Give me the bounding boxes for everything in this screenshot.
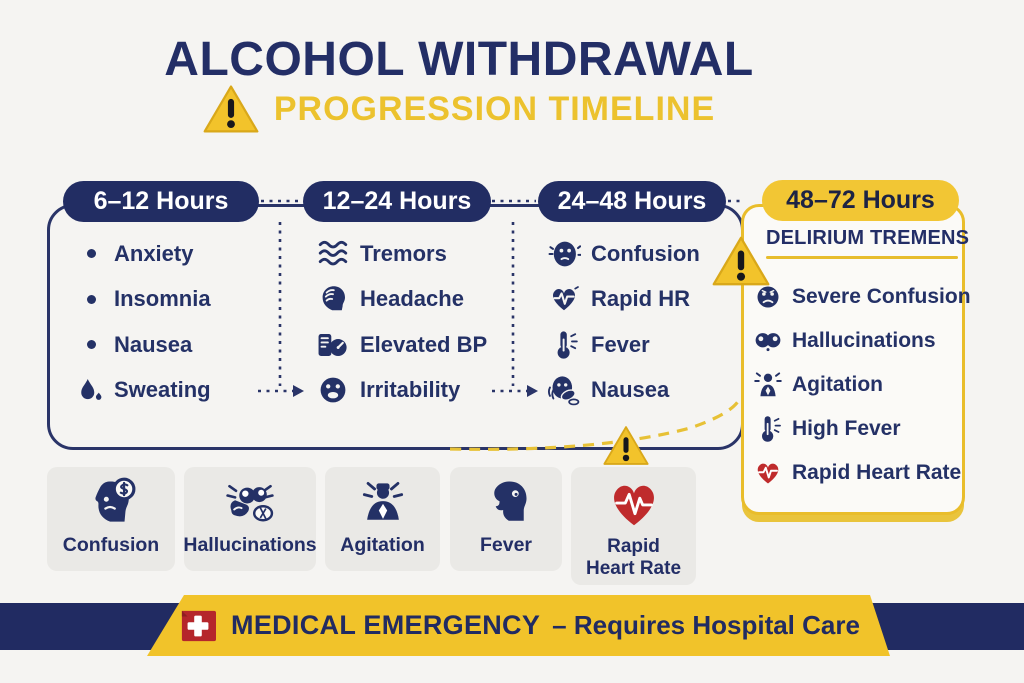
symptom-item: Fever bbox=[545, 322, 700, 368]
warning-triangle-icon bbox=[712, 236, 770, 286]
stage-items-12-24-hours: Tremors Headache El bbox=[314, 231, 487, 413]
symptom-label: Rapid Heart Rate bbox=[792, 461, 962, 484]
symptom-label: Sweating bbox=[114, 377, 211, 403]
delirium-tremens-underline bbox=[766, 256, 958, 259]
stage-items-6-12-hours: Anxiety Insomnia Nausea Sweating bbox=[76, 231, 211, 413]
stage-pill-6-12-hours: 6–12 Hours bbox=[63, 181, 259, 222]
symptom-card-agitation: Agitation bbox=[325, 467, 440, 571]
card-label: Agitation bbox=[340, 534, 425, 556]
agitation-person-icon bbox=[751, 369, 785, 401]
confusion-head-coin-icon bbox=[95, 477, 136, 522]
symptom-item: Insomnia bbox=[76, 277, 211, 323]
rapid-heart-rate-icon bbox=[751, 458, 785, 488]
card-label: Hallucinations bbox=[183, 534, 317, 556]
symptom-label: High Fever bbox=[792, 417, 901, 440]
card-label: Confusion bbox=[62, 534, 160, 556]
hallucination-eyes-hands-icon bbox=[226, 484, 274, 522]
heart-pulse-icon bbox=[545, 283, 583, 315]
symptom-item: Rapid HR bbox=[545, 277, 700, 323]
stage-pill-24-48-hours: 24–48 Hours bbox=[538, 181, 726, 222]
stage-pill-12-24-hours: 12–24 Hours bbox=[303, 181, 491, 222]
irritability-face-icon bbox=[314, 374, 352, 406]
symptom-item: Nausea bbox=[76, 322, 211, 368]
symptom-item: Tremors bbox=[314, 231, 487, 277]
symptom-card-hallucinations: Hallucinations bbox=[183, 467, 317, 571]
banner-title: MEDICAL EMERGENCY bbox=[231, 610, 541, 640]
symptom-label: Tremors bbox=[360, 240, 447, 266]
symptom-item: Irritability bbox=[314, 368, 487, 414]
hallucination-eyes-icon bbox=[751, 326, 785, 356]
stage-pill-48-72-hours: 48–72 Hours bbox=[762, 180, 959, 221]
fever-head-icon bbox=[494, 481, 527, 521]
symptom-label: Anxiety bbox=[114, 240, 194, 266]
high-fever-thermometer-icon bbox=[751, 414, 785, 444]
agitation-person-icon bbox=[362, 482, 403, 520]
symptom-card-rapid-heart-rate: Rapid Heart Rate bbox=[571, 467, 696, 585]
delirium-tremens-title: DELIRIUM TREMENS bbox=[766, 227, 970, 249]
blood-pressure-monitor-icon bbox=[314, 328, 352, 362]
severe-confusion-face-icon bbox=[751, 282, 785, 312]
symptom-item: Anxiety bbox=[76, 231, 211, 277]
sweat-droplet-icon bbox=[76, 375, 106, 405]
headache-head-icon bbox=[314, 283, 352, 315]
symptom-label: Nausea bbox=[591, 377, 670, 403]
symptom-item: Severe Confusion bbox=[751, 275, 971, 319]
symptom-label: Fever bbox=[591, 331, 650, 357]
page-subtitle: PROGRESSION TIMELINE bbox=[273, 89, 716, 128]
rapid-heart-rate-icon bbox=[613, 485, 654, 526]
medical-cross-icon bbox=[181, 610, 217, 641]
symptom-card-confusion: Confusion bbox=[47, 467, 175, 571]
confusion-head-icon bbox=[545, 237, 583, 271]
symptom-label: Agitation bbox=[792, 373, 883, 396]
symptom-card-fever: Fever bbox=[450, 467, 562, 571]
fever-thermometer-icon bbox=[545, 329, 583, 361]
symptom-item: Headache bbox=[314, 277, 487, 323]
symptom-label: Nausea bbox=[114, 331, 193, 357]
symptom-label: Rapid HR bbox=[591, 286, 690, 312]
symptom-item: Rapid Heart Rate bbox=[751, 451, 971, 495]
symptom-label: Hallucinations bbox=[792, 329, 936, 352]
subtitle-row: PROGRESSION TIMELINE bbox=[0, 84, 918, 134]
symptom-label: Insomnia bbox=[114, 286, 211, 312]
symptom-label: Confusion bbox=[591, 240, 700, 266]
bullet-icon bbox=[76, 340, 106, 350]
symptom-label: Elevated BP bbox=[360, 331, 488, 357]
stage-items-24-48-hours: Confusion Rapid HR Fever bbox=[545, 231, 700, 413]
bullet-icon bbox=[76, 294, 106, 304]
warning-triangle-icon bbox=[203, 85, 259, 133]
symptom-item: High Fever bbox=[751, 407, 971, 451]
card-label: Rapid Heart Rate bbox=[585, 536, 682, 579]
symptom-item: Elevated BP bbox=[314, 322, 487, 368]
symptom-label: Headache bbox=[360, 286, 464, 312]
page-title: ALCOHOL WITHDRAWAL bbox=[164, 33, 754, 86]
symptom-item: Hallucinations bbox=[751, 319, 971, 363]
symptom-item: Nausea bbox=[545, 368, 700, 414]
symptom-label: Severe Confusion bbox=[792, 285, 971, 308]
nausea-face-icon bbox=[545, 373, 583, 407]
emergency-banner-ribbon: MEDICAL EMERGENCY – Requires Hospital Ca… bbox=[147, 595, 890, 656]
symptom-item: Agitation bbox=[751, 363, 971, 407]
symptom-label: Irritability bbox=[360, 377, 461, 403]
symptom-item: Confusion bbox=[545, 231, 700, 277]
card-label: Fever bbox=[479, 534, 533, 556]
warning-triangle-icon bbox=[603, 426, 649, 465]
stage-items-48-72-hours: Severe Confusion Hallucinations bbox=[751, 275, 971, 495]
delirium-tremens-box bbox=[741, 204, 965, 515]
tremor-waves-icon bbox=[314, 237, 352, 271]
banner-subtitle: – Requires Hospital Care bbox=[552, 610, 860, 640]
symptom-item: Sweating bbox=[76, 368, 211, 414]
bullet-icon bbox=[76, 249, 106, 259]
